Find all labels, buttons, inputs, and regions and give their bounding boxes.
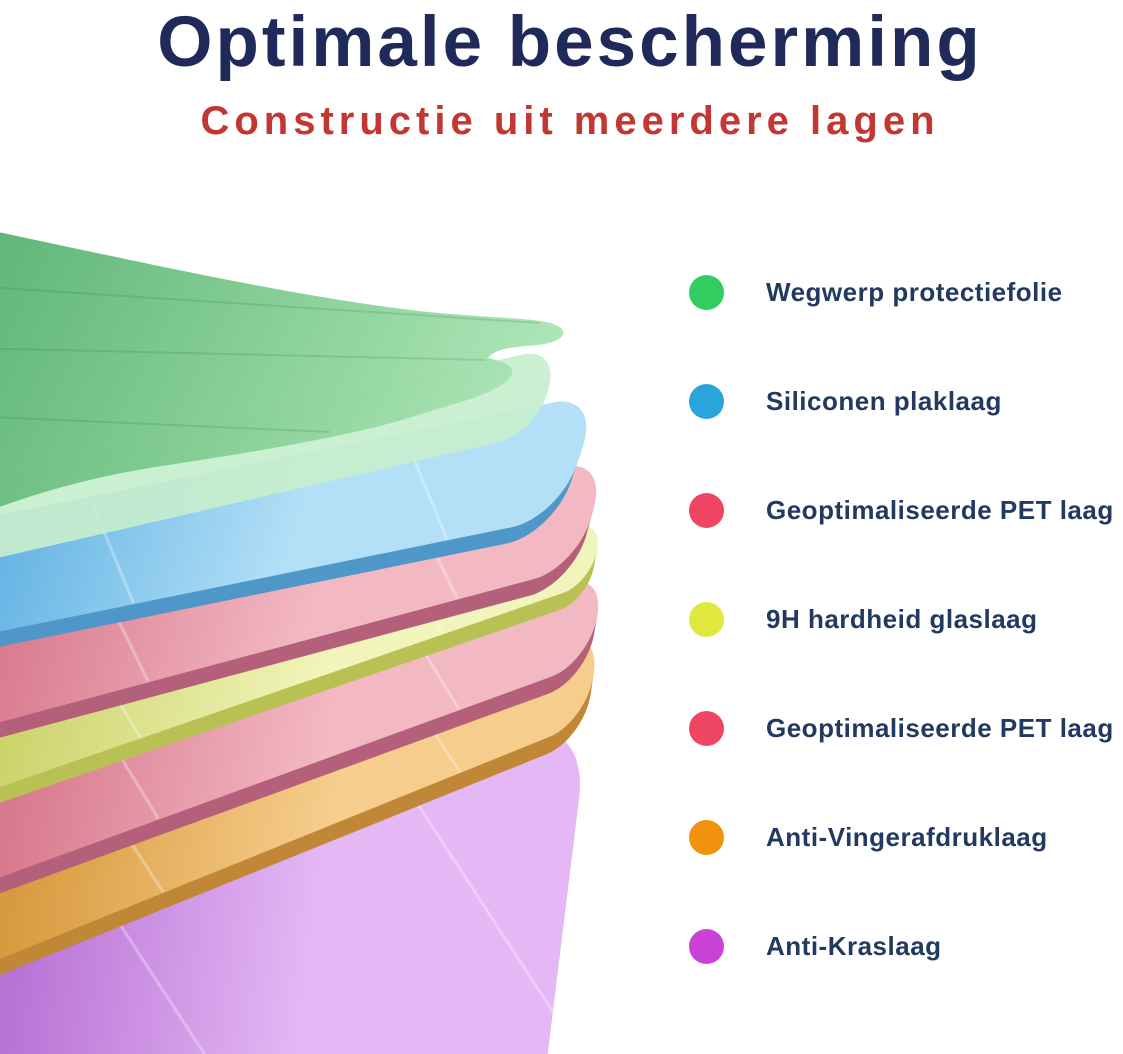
layer-film-wegwerp-protectiefolie — [0, 232, 564, 507]
legend-label: Siliconen plaklaag — [766, 385, 1002, 416]
legend-item: 9H hardheid glaslaag — [689, 600, 1119, 638]
legend-item: Geoptimaliseerde PET laag — [689, 491, 1119, 529]
layer-color-dot — [689, 274, 724, 310]
layer-stack-svg — [0, 232, 644, 1054]
page-subtitle: Constructie uit meerdere lagen — [200, 99, 940, 143]
legend-item: Anti-Kraslaag — [689, 927, 1119, 965]
layer-color-dot — [689, 819, 724, 855]
layer-sheet-anti-kraslaag — [0, 731, 644, 1054]
legend-label: Geoptimaliseerde PET laag — [766, 712, 1114, 743]
legend-label: Geoptimaliseerde PET laag — [766, 494, 1114, 525]
legend-item: Wegwerp protectiefolie — [689, 273, 1119, 311]
legend-label: Wegwerp protectiefolie — [766, 276, 1063, 307]
layer-color-dot — [689, 601, 724, 637]
legend-item: Siliconen plaklaag — [689, 382, 1119, 420]
page-title: Optimale bescherming — [157, 3, 983, 82]
legend-label: Anti-Kraslaag — [766, 930, 942, 961]
layer-color-dot — [689, 928, 724, 964]
legend-item: Anti-Vingerafdruklaag — [689, 818, 1119, 856]
legend-label: Anti-Vingerafdruklaag — [766, 821, 1048, 852]
legend-label: 9H hardheid glaslaag — [766, 603, 1038, 634]
layer-legend: Wegwerp protectiefolie Siliconen plaklaa… — [689, 273, 1119, 1036]
layer-color-dot — [689, 710, 724, 746]
layer-color-dot — [689, 492, 724, 528]
legend-item: Geoptimaliseerde PET laag — [689, 709, 1119, 747]
layer-color-dot — [689, 383, 724, 419]
layer-stack-illustration — [0, 220, 660, 1054]
